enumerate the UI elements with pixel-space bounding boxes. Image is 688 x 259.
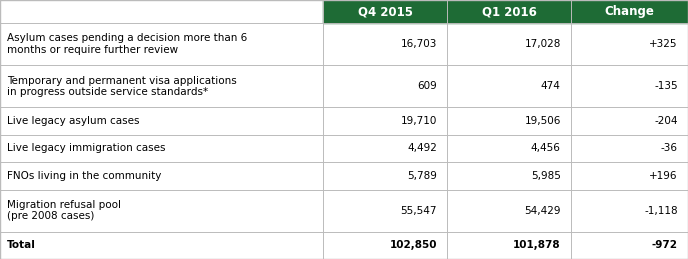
Text: -1,118: -1,118 — [644, 206, 678, 215]
Text: Change: Change — [605, 5, 654, 18]
Text: Migration refusal pool
(pre 2008 cases): Migration refusal pool (pre 2008 cases) — [7, 200, 121, 221]
Text: +196: +196 — [649, 171, 678, 181]
Text: -36: -36 — [660, 143, 678, 153]
Text: 474: 474 — [541, 81, 561, 91]
Text: 5,789: 5,789 — [407, 171, 437, 181]
Text: 17,028: 17,028 — [524, 39, 561, 49]
Text: +325: +325 — [649, 39, 678, 49]
Text: 19,506: 19,506 — [524, 116, 561, 126]
Text: Temporary and permanent visa applications
in progress outside service standards*: Temporary and permanent visa application… — [7, 76, 237, 97]
Text: -135: -135 — [654, 81, 678, 91]
Text: 101,878: 101,878 — [513, 240, 561, 250]
Text: Live legacy asylum cases: Live legacy asylum cases — [7, 116, 140, 126]
Text: FNOs living in the community: FNOs living in the community — [7, 171, 161, 181]
Text: 16,703: 16,703 — [400, 39, 437, 49]
Text: 54,429: 54,429 — [524, 206, 561, 215]
Text: 55,547: 55,547 — [400, 206, 437, 215]
Text: Q1 2016: Q1 2016 — [482, 5, 537, 18]
Text: -972: -972 — [652, 240, 678, 250]
Text: Q4 2015: Q4 2015 — [358, 5, 413, 18]
Text: 4,456: 4,456 — [531, 143, 561, 153]
Bar — [323, 0, 688, 23]
Text: 102,850: 102,850 — [389, 240, 437, 250]
Text: 19,710: 19,710 — [400, 116, 437, 126]
Text: Asylum cases pending a decision more than 6
months or require further review: Asylum cases pending a decision more tha… — [7, 33, 247, 55]
Text: -204: -204 — [654, 116, 678, 126]
Text: 5,985: 5,985 — [531, 171, 561, 181]
Text: 4,492: 4,492 — [407, 143, 437, 153]
Text: Live legacy immigration cases: Live legacy immigration cases — [7, 143, 165, 153]
Text: Total: Total — [7, 240, 36, 250]
Text: 609: 609 — [417, 81, 437, 91]
